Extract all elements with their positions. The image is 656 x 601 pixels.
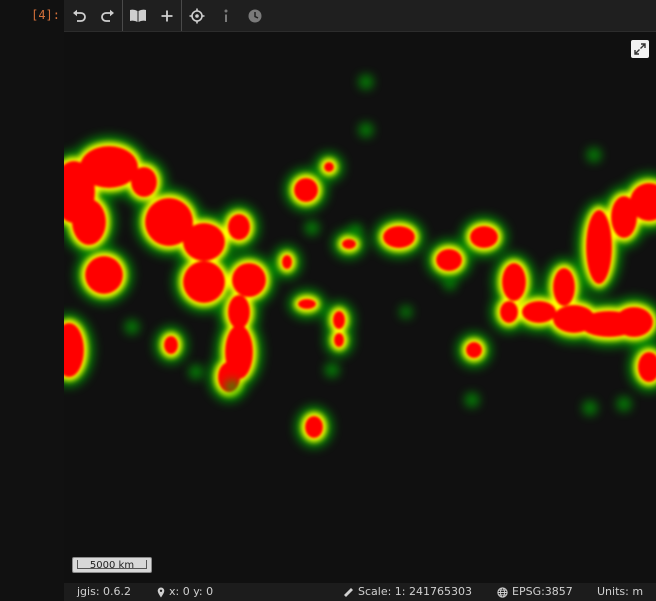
heat-blob [342, 239, 356, 249]
heat-blob [611, 196, 637, 238]
heatmap-layer [64, 75, 656, 448]
map-canvas[interactable]: 5000 km [64, 32, 656, 583]
heat-blob [298, 299, 316, 309]
heat-blob [228, 214, 250, 240]
identify-button[interactable] [211, 0, 240, 31]
coords-text: x: 0 y: 0 [169, 585, 214, 598]
heat-blob [615, 307, 653, 337]
info-icon [224, 9, 227, 22]
heat-blob [470, 226, 498, 248]
scale-bar-label: 5000 km [77, 560, 147, 571]
layers-button[interactable] [123, 0, 152, 31]
fullscreen-button[interactable] [631, 40, 649, 58]
heat-blob [228, 295, 250, 329]
map-toolbar [64, 0, 656, 32]
heat-blob [305, 221, 319, 235]
heat-blob [630, 183, 656, 221]
undo-button[interactable] [64, 0, 93, 31]
scale-bar: 5000 km [72, 557, 152, 573]
heat-blob [85, 256, 123, 294]
heat-blob [183, 223, 225, 261]
add-icon [161, 10, 172, 21]
heat-blob [444, 278, 456, 290]
crs-text: EPSG:3857 [512, 585, 573, 598]
heat-blob [359, 75, 373, 89]
locate-icon [189, 8, 204, 23]
coords-readout: x: 0 y: 0 [157, 583, 213, 601]
heat-blob [465, 393, 479, 407]
scale-readout: Scale: 1: 241765303 [343, 583, 472, 601]
toolbar-separator [122, 0, 123, 31]
heat-blob [324, 162, 334, 172]
heat-blob [617, 397, 631, 411]
heat-blob [305, 416, 323, 438]
heat-blob [131, 167, 157, 197]
heat-blob [72, 199, 106, 245]
heat-blob [125, 320, 139, 334]
scale-text: Scale: 1: 241765303 [358, 585, 472, 598]
heat-blob [359, 123, 373, 137]
heat-blob [500, 301, 518, 323]
heat-blob [436, 249, 462, 271]
heat-blob [522, 301, 556, 323]
heat-blob [583, 401, 597, 415]
cell-gutter: [4]: [0, 0, 64, 601]
version-label: jgis: 0.6.2 [77, 585, 132, 598]
heat-blob [64, 323, 84, 377]
globe-icon [497, 586, 508, 598]
heat-blob [638, 352, 656, 382]
heat-blob [225, 380, 239, 394]
heat-blob [333, 311, 345, 329]
locate-button[interactable] [182, 0, 211, 31]
heat-blob [400, 306, 412, 318]
heat-blob [325, 363, 339, 377]
heat-blob [466, 342, 482, 358]
heat-blob [586, 210, 612, 284]
heat-blob [189, 365, 203, 379]
heat-blob [282, 255, 292, 269]
layers-book-icon [129, 9, 146, 22]
temporal-button[interactable] [240, 0, 269, 31]
heat-blob [502, 263, 526, 301]
undo-icon [72, 9, 86, 22]
heat-blob [80, 146, 138, 188]
toolbar-separator [181, 0, 182, 31]
redo-button[interactable] [93, 0, 122, 31]
heat-blob [164, 336, 178, 354]
units-label: Units: m [597, 585, 644, 598]
heat-blob [587, 148, 601, 162]
redo-icon [100, 9, 114, 22]
heat-blob [334, 333, 344, 347]
heat-blob [350, 224, 362, 236]
heat-blob [553, 268, 575, 306]
clock-icon [248, 9, 261, 22]
heat-blob [294, 178, 318, 202]
crs-readout: EPSG:3857 [497, 583, 573, 601]
heat-blob [145, 198, 193, 246]
ruler-icon [344, 587, 353, 597]
add-layer-button[interactable] [152, 0, 181, 31]
pin-icon [157, 587, 165, 597]
cell-prompt: [4]: [31, 8, 60, 22]
heat-blob [183, 261, 225, 303]
expand-icon [634, 43, 646, 55]
heat-blob [232, 263, 266, 297]
heat-blob [383, 226, 415, 248]
status-bar: jgis: 0.6.2 x: 0 y: 0 Scale: 1: 24176530… [64, 583, 656, 601]
